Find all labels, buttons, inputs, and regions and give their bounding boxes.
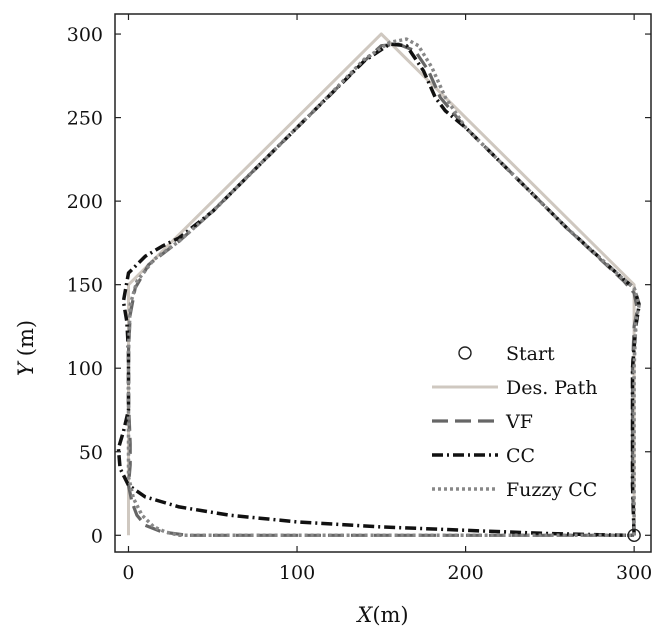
y-tick-label: 150: [67, 275, 103, 297]
series-line-des: [127, 32, 636, 536]
legend-label-des: Des. Path: [506, 377, 597, 399]
series-line-cc: [116, 42, 641, 538]
y-tick-label: 0: [91, 525, 103, 547]
plot-area-frame: [114, 13, 652, 553]
y-tick-label: 300: [67, 24, 103, 46]
x-tick-label: 0: [122, 562, 134, 584]
y-tick-label: 250: [67, 108, 103, 130]
legend-label-cc: CC: [506, 445, 535, 467]
x-tick-label: 200: [447, 562, 483, 584]
y-tick-label: 200: [67, 191, 103, 213]
legend: Start Des. Path VF CC Fuzzy CC: [432, 343, 597, 501]
y-tick-label: 50: [79, 442, 103, 464]
y-tick-label: 100: [67, 358, 103, 380]
legend-label-start: Start: [506, 343, 555, 365]
x-tick-label: 300: [616, 562, 652, 584]
x-tick-label: 100: [279, 562, 315, 584]
start-marker-layer: [627, 528, 641, 542]
legend-start-marker: [458, 346, 472, 360]
series-line-vf: [126, 42, 640, 537]
x-axis-ticks: 0 100 200 300: [122, 14, 652, 584]
x-axis-label: X(m): [355, 603, 408, 627]
y-axis-label: Y(m): [14, 320, 38, 376]
start-marker: [627, 528, 641, 542]
legend-label-fcc: Fuzzy CC: [506, 479, 597, 501]
y-axis-ticks: 0 50 100 150 200 250 300: [67, 24, 651, 547]
series-line-fcc: [126, 37, 641, 538]
series-layer: [116, 32, 641, 538]
legend-label-vf: VF: [505, 411, 533, 433]
